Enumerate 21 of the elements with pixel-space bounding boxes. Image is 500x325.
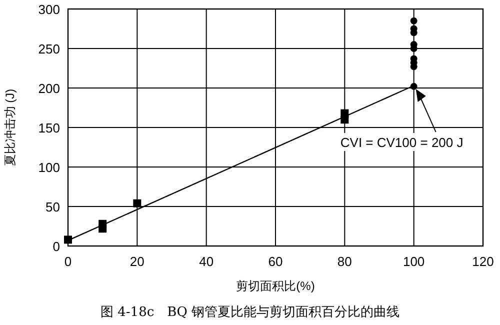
y-tick-label: 150 bbox=[38, 120, 60, 136]
y-tick-label: 0 bbox=[52, 239, 60, 254]
y-axis-title: 夏比冲击功 (J) bbox=[3, 88, 17, 166]
y-tick-label: 250 bbox=[38, 42, 60, 56]
x-tick-label: 60 bbox=[268, 254, 283, 269]
x-tick-label: 100 bbox=[402, 254, 425, 269]
x-tick-label: 80 bbox=[337, 254, 352, 269]
annotation: CVI = CV100 = 200 J bbox=[340, 135, 464, 150]
y-tick-label: 50 bbox=[46, 200, 60, 214]
y-tick-label: 100 bbox=[38, 160, 60, 175]
x-tick-label: 120 bbox=[472, 254, 494, 269]
caption: 图 4-18c BQ 钢管夏比能与剪切面积百分比的曲线 bbox=[100, 305, 400, 320]
x-tick-label: 40 bbox=[199, 254, 214, 269]
y-tick-label: 300 bbox=[38, 2, 60, 17]
point bbox=[410, 17, 418, 24]
x-axis-title: 剪切面积比(%) bbox=[236, 279, 315, 293]
point bbox=[64, 236, 72, 244]
point bbox=[133, 199, 142, 208]
x-tick-label: 0 bbox=[64, 254, 72, 269]
x-tick-label: 20 bbox=[130, 254, 144, 269]
y-tick-label: 200 bbox=[38, 81, 60, 96]
